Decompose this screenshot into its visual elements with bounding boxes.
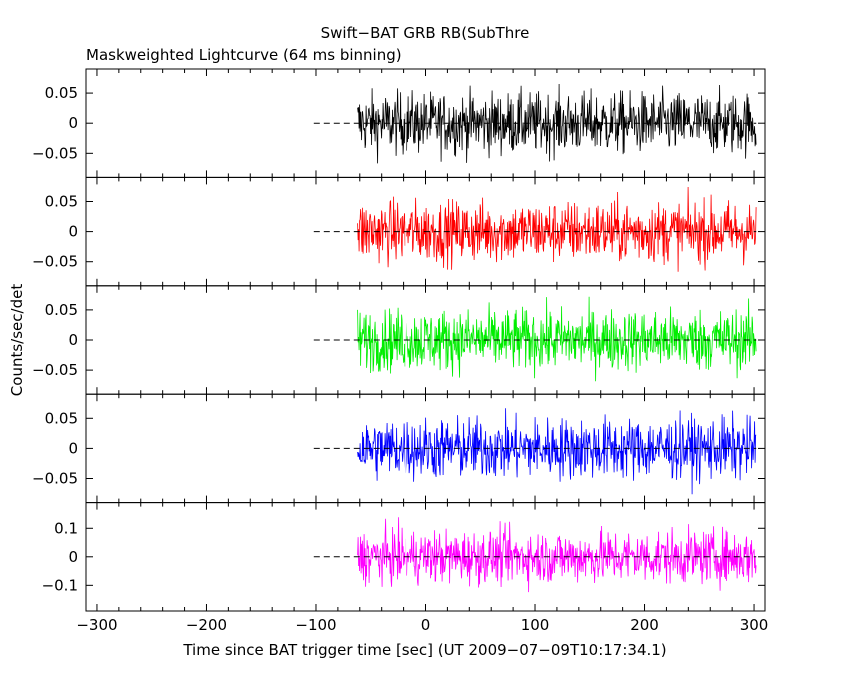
- y-tick-label: 0: [68, 223, 78, 241]
- x-tick-label: 200: [630, 616, 659, 634]
- series-trace: [357, 517, 757, 593]
- y-tick-label: −0.1: [42, 576, 78, 594]
- y-tick-label: 0: [68, 331, 78, 349]
- chart-title: Swift−BAT GRB RB(SubThre: [321, 24, 530, 42]
- x-tick-label: −300: [76, 616, 117, 634]
- panel-2: 0.05 0 −0.05: [32, 176, 766, 287]
- y-tick-label: −0.05: [32, 253, 78, 271]
- y-tick-label: 0.05: [45, 84, 78, 102]
- y-tick-label: 0.05: [45, 301, 78, 319]
- series-trace: [357, 186, 757, 272]
- y-tick-label: 0.1: [54, 519, 78, 537]
- panel-5: 0.1 0 −0.1: [42, 502, 766, 612]
- panel-4: 0.05 0 −0.05: [32, 393, 766, 504]
- y-tick-label: 0: [68, 114, 78, 132]
- series-trace: [357, 408, 757, 495]
- panels: 0.05 0 −0.05 0.05 0 −0.05 0.05 0 −0.05 0.05 0 −0.05…: [32, 68, 769, 634]
- x-tick-label: 0: [421, 616, 431, 634]
- panel-3: 0.05 0 −0.05: [32, 285, 766, 395]
- y-tick-label: −0.05: [32, 470, 78, 488]
- chart-subtitle: Maskweighted Lightcurve (64 ms binning): [86, 46, 402, 64]
- series-trace: [357, 296, 757, 382]
- y-tick-label: 0.05: [45, 409, 78, 427]
- y-tick-label: 0: [68, 439, 78, 457]
- panel-1: 0.05 0 −0.05: [32, 68, 766, 178]
- y-tick-label: 0: [68, 548, 78, 566]
- y-tick-label: 0.05: [45, 192, 78, 210]
- x-tick-label: −200: [186, 616, 227, 634]
- y-axis-label: Counts/sec/det: [8, 284, 26, 397]
- x-tick-label: 300: [740, 616, 769, 634]
- y-tick-label: −0.05: [32, 361, 78, 379]
- x-tick-label: −100: [295, 616, 336, 634]
- x-axis-label: Time since BAT trigger time [sec] (UT 20…: [182, 641, 666, 659]
- y-tick-label: −0.05: [32, 144, 78, 162]
- x-tick-label: 100: [521, 616, 550, 634]
